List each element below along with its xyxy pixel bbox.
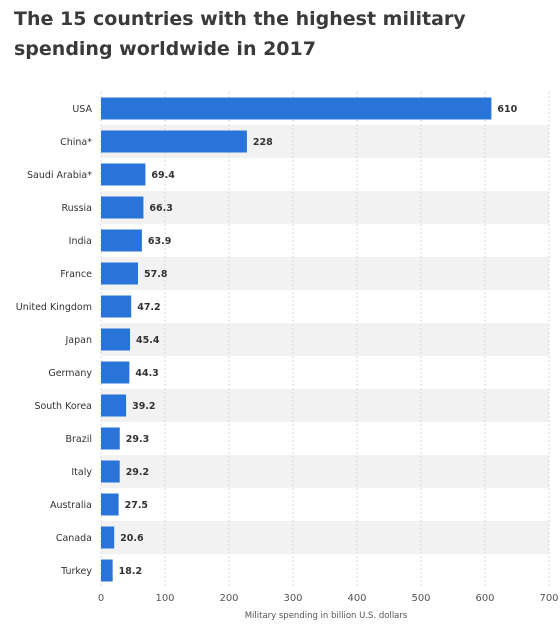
x-axis-label: Military spending in billion U.S. dollar… (245, 611, 408, 621)
category-label: Germany (48, 368, 92, 379)
category-label: South Korea (34, 401, 92, 412)
category-label: Saudi Arabia* (27, 170, 92, 181)
row-band (101, 455, 549, 488)
data-label: 20.6 (120, 533, 144, 544)
bar[interactable] (101, 526, 115, 549)
bar[interactable] (101, 229, 142, 252)
data-label: 47.2 (137, 302, 160, 313)
row-band (101, 389, 549, 422)
data-label: 29.2 (126, 467, 149, 478)
bar[interactable] (101, 130, 247, 153)
x-tick-label: 100 (155, 593, 174, 604)
data-label: 69.4 (151, 170, 175, 181)
data-label: 610 (497, 104, 517, 115)
category-label: Canada (56, 533, 92, 544)
category-label: Russia (61, 203, 92, 214)
category-labels: USA China* Saudi Arabia* Russia India France U… (16, 104, 93, 577)
data-label: 63.9 (148, 236, 171, 247)
bar[interactable] (101, 328, 131, 351)
bar[interactable] (101, 427, 120, 450)
data-label: 66.3 (149, 203, 172, 214)
x-tick-label: 200 (219, 593, 238, 604)
bar[interactable] (101, 493, 119, 516)
bars (101, 97, 492, 582)
data-label: 27.5 (125, 500, 148, 511)
data-label: 18.2 (119, 566, 142, 577)
bar[interactable] (101, 163, 146, 186)
x-tick-labels: 0 100 200 300 400 500 600 700 (98, 593, 559, 604)
category-label: Turkey (60, 566, 92, 577)
bar[interactable] (101, 394, 127, 417)
category-label: China* (60, 137, 92, 148)
bar[interactable] (101, 262, 138, 285)
data-label: 57.8 (144, 269, 168, 280)
category-label: Italy (71, 467, 92, 478)
bar[interactable] (101, 361, 130, 384)
chart-title: The 15 countries with the highest milita… (14, 8, 466, 60)
bar[interactable] (101, 196, 144, 219)
category-label: Japan (65, 335, 93, 346)
category-label: India (69, 236, 92, 247)
category-label: United Kingdom (16, 302, 92, 313)
data-label: 29.3 (126, 434, 149, 445)
row-band (101, 323, 549, 356)
data-label: 45.4 (136, 335, 160, 346)
category-label: Brazil (65, 434, 92, 445)
category-label: France (60, 269, 92, 280)
x-tick-label: 300 (283, 593, 302, 604)
bar[interactable] (101, 295, 132, 318)
bar[interactable] (101, 460, 120, 483)
x-tick-label: 700 (539, 593, 558, 604)
bar[interactable] (101, 559, 113, 582)
row-band (101, 191, 549, 224)
data-label: 44.3 (135, 368, 158, 379)
x-tick-label: 600 (475, 593, 494, 604)
data-label: 39.2 (132, 401, 155, 412)
x-tick-label: 500 (411, 593, 430, 604)
data-label: 228 (253, 137, 273, 148)
category-label: USA (72, 104, 92, 115)
x-tick-label: 400 (347, 593, 366, 604)
row-band (101, 521, 549, 554)
x-tick-label: 0 (98, 593, 104, 604)
row-band (101, 257, 549, 290)
bar[interactable] (101, 97, 492, 120)
category-label: Australia (50, 500, 92, 511)
value-labels: 610 228 69.4 66.3 63.9 57.8 47.2 45.4 44.3 39.2 29… (119, 104, 518, 577)
row-bands (101, 125, 549, 554)
